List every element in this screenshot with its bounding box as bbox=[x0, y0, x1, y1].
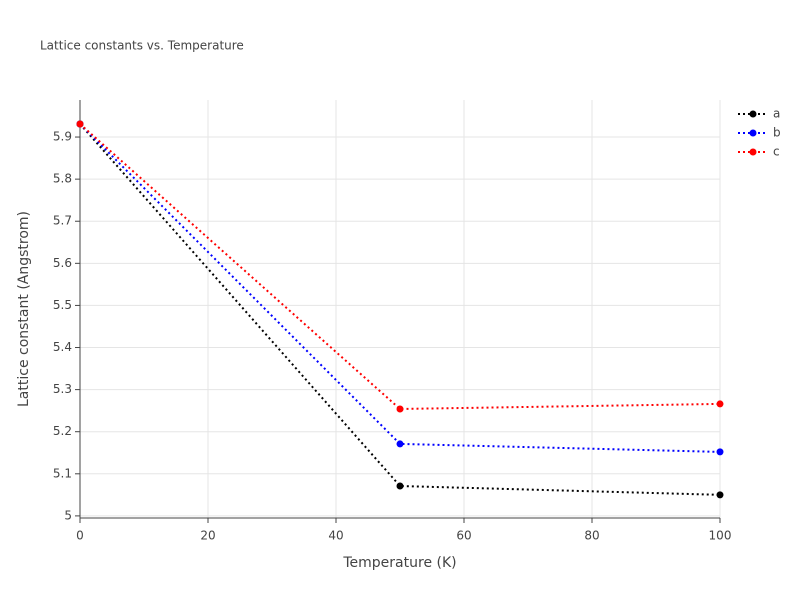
y-axis-label: Lattice constant (Angstrom) bbox=[16, 211, 32, 407]
x-tick-label: 80 bbox=[584, 529, 599, 543]
legend-label: c bbox=[773, 145, 780, 159]
x-tick-label: 0 bbox=[76, 529, 84, 543]
y-tick-label: 5.1 bbox=[53, 466, 72, 480]
legend-marker bbox=[749, 110, 757, 118]
x-tick-label: 60 bbox=[456, 529, 471, 543]
x-axis-label: Temperature (K) bbox=[342, 555, 456, 571]
data-point bbox=[716, 448, 724, 456]
y-tick-label: 5 bbox=[64, 508, 72, 522]
y-tick-label: 5.7 bbox=[53, 214, 72, 228]
legend-marker bbox=[749, 148, 757, 156]
legend-marker bbox=[749, 129, 757, 137]
data-point bbox=[396, 440, 404, 448]
legend-label: a bbox=[773, 107, 780, 121]
chart-title: Lattice constants vs. Temperature bbox=[40, 39, 244, 53]
series-line bbox=[79, 123, 721, 410]
x-tick-label: 100 bbox=[709, 529, 732, 543]
legend-label: b bbox=[773, 126, 781, 140]
data-point bbox=[396, 482, 404, 490]
x-tick-label: 20 bbox=[200, 529, 215, 543]
y-tick-label: 5.3 bbox=[53, 382, 72, 396]
y-tick-label: 5.9 bbox=[53, 130, 72, 144]
data-point bbox=[396, 405, 404, 413]
data-point bbox=[716, 400, 724, 408]
y-tick-label: 5.6 bbox=[53, 256, 72, 270]
y-tick-label: 5.8 bbox=[53, 172, 72, 186]
data-point bbox=[716, 491, 724, 499]
y-tick-label: 5.4 bbox=[53, 340, 72, 354]
series-line bbox=[79, 123, 721, 496]
data-point bbox=[76, 120, 84, 128]
series-line bbox=[79, 123, 721, 453]
x-tick-label: 40 bbox=[328, 529, 343, 543]
y-tick-label: 5.2 bbox=[53, 424, 72, 438]
y-tick-label: 5.5 bbox=[53, 298, 72, 312]
